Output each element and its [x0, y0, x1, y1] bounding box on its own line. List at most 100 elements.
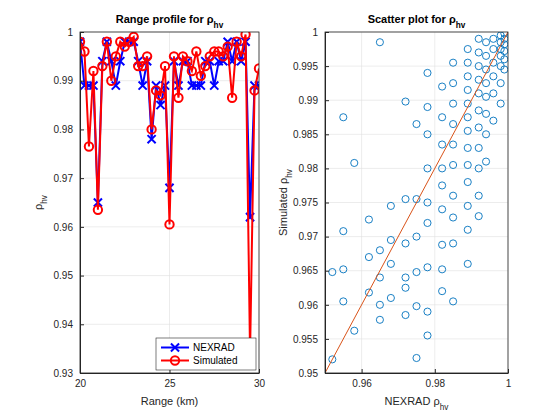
series-line [325, 32, 508, 373]
series-marker [107, 77, 115, 85]
scatter-point [424, 165, 431, 172]
series-marker [255, 64, 259, 72]
scatter-point [351, 159, 358, 166]
scatter-point [387, 236, 394, 243]
series-marker [188, 67, 196, 75]
tick-label: 0.99 [54, 75, 74, 86]
scatter-point [482, 93, 489, 100]
tick-label: 0.965 [293, 265, 318, 276]
series-marker [232, 38, 240, 46]
tick-label: 0.94 [54, 319, 74, 330]
tick-mark [80, 276, 84, 277]
scatter-point [450, 59, 457, 66]
series-marker [138, 62, 146, 70]
tick-label: 0.95 [299, 368, 319, 379]
scatter-point [464, 226, 471, 233]
x-axis-title: Range (km) [141, 395, 198, 407]
tick-label: 1 [312, 27, 318, 38]
figure: 2025300.930.940.950.960.970.980.991Range… [0, 0, 560, 420]
grid-line [325, 270, 508, 271]
series-marker [147, 125, 155, 133]
scatter-point [340, 114, 347, 121]
tick-mark [435, 369, 436, 373]
y-axis: 0.950.9550.960.9650.970.9750.980.9850.99… [293, 27, 329, 379]
tick-label: 0.97 [299, 231, 319, 242]
scatter-point [475, 192, 482, 199]
y-axis-title: ρhv [32, 194, 49, 210]
legend-line [161, 360, 189, 362]
tick-mark [325, 100, 329, 101]
scatter-point [376, 316, 383, 323]
scatter-point [439, 83, 446, 90]
scatter-point [340, 298, 347, 305]
tick: 0.95 [299, 368, 329, 379]
series-marker [112, 52, 120, 60]
scatter-point [413, 303, 420, 310]
scatter-point [402, 240, 409, 247]
grid-line [325, 236, 508, 237]
tick-mark [80, 227, 84, 228]
scatter-point [464, 127, 471, 134]
grid-line [80, 324, 259, 325]
tick-mark [80, 324, 84, 325]
scatter-point [482, 110, 489, 117]
scatter-point [475, 35, 482, 42]
tick-mark [80, 129, 84, 130]
tick-label: 0.96 [299, 300, 319, 311]
scatter-point [365, 216, 372, 223]
plot-frame [325, 32, 508, 373]
series-marker [210, 82, 218, 90]
tick-mark [325, 168, 329, 169]
scatter-point [497, 100, 504, 107]
series-marker [85, 142, 93, 150]
tick-label: 20 [75, 378, 87, 389]
scatter-point [329, 268, 336, 275]
tick-label: 0.98 [54, 124, 74, 135]
scatter-point [482, 52, 489, 59]
tick-mark [325, 271, 329, 272]
series-marker [165, 220, 173, 228]
series-marker [143, 52, 151, 60]
scatter-point [450, 121, 457, 128]
scatter-point [475, 144, 482, 151]
scatter-point [450, 192, 457, 199]
tick: 0.98 [54, 124, 84, 135]
scatter-point [424, 308, 431, 315]
tick-label: 0.995 [293, 61, 318, 72]
grid-line [80, 226, 259, 227]
scatter-point [464, 144, 471, 151]
scatter-point [340, 228, 347, 235]
grid-line [80, 275, 259, 276]
series-marker [156, 91, 164, 99]
tick: 0.955 [293, 334, 329, 345]
scatter-point [450, 214, 457, 221]
tick-label: 0.95 [54, 270, 74, 281]
tick-label: 1 [67, 27, 73, 38]
series-marker [237, 52, 245, 60]
background [0, 0, 560, 420]
chart-title: Scatter plot for ρhv [368, 13, 466, 30]
series-marker [94, 206, 102, 214]
scatter-point [482, 80, 489, 87]
series-marker [80, 47, 88, 55]
scatter-point [439, 206, 446, 213]
series-marker [156, 101, 164, 109]
scatter-point [501, 56, 508, 63]
scatter-point [497, 80, 504, 87]
axes: 2025300.930.940.950.960.970.980.991Range… [32, 13, 265, 407]
scatter-point [450, 161, 457, 168]
series-marker [148, 135, 156, 143]
scatter-point [464, 73, 471, 80]
scatter-point [501, 48, 508, 55]
tick: 1 [506, 369, 512, 389]
scatter-point [464, 45, 471, 52]
scatter-point [450, 141, 457, 148]
scatter-point [413, 268, 420, 275]
x-axis: 202530 [75, 369, 266, 389]
tick-mark [80, 178, 84, 179]
plot-frame [80, 32, 259, 373]
tick-mark [325, 339, 329, 340]
x-axis-title: NEXRAD ρhv [385, 395, 450, 412]
series-marker [250, 86, 258, 94]
scatter-point [464, 86, 471, 93]
